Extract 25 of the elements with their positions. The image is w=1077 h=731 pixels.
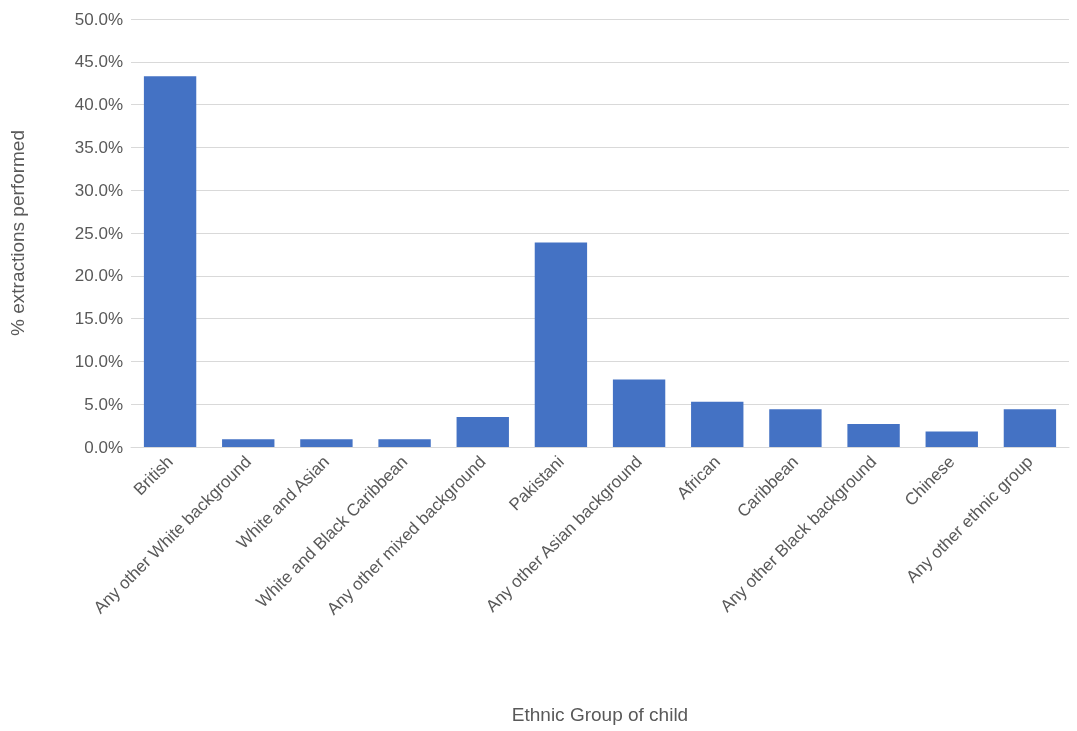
bar <box>143 76 197 447</box>
y-tick-label: 10.0% <box>74 351 123 371</box>
y-tick-label: 15.0% <box>74 309 123 329</box>
y-tick-label: 50.0% <box>74 9 123 29</box>
bar <box>691 401 744 447</box>
y-tick-label: 5.0% <box>84 394 123 414</box>
y-tick-label: 45.0% <box>74 52 123 72</box>
x-axis-title: Ethnic Group of child <box>511 704 689 725</box>
y-tick-label: 20.0% <box>74 266 123 286</box>
y-tick-label: 0.0% <box>84 437 123 457</box>
y-tick-label: 30.0% <box>74 180 123 200</box>
y-tick-label: 35.0% <box>74 137 123 157</box>
bar <box>612 379 666 447</box>
bar <box>847 423 900 447</box>
y-tick-label: 40.0% <box>74 95 123 115</box>
bar <box>1003 409 1057 447</box>
bar <box>222 439 275 447</box>
bar <box>534 242 588 447</box>
bar <box>456 417 509 447</box>
bar <box>300 439 353 447</box>
bar <box>769 409 822 447</box>
y-axis-title: % extractions performed <box>7 130 28 336</box>
y-tick-label: 25.0% <box>74 223 123 243</box>
bar <box>378 439 431 447</box>
bar <box>925 431 978 447</box>
